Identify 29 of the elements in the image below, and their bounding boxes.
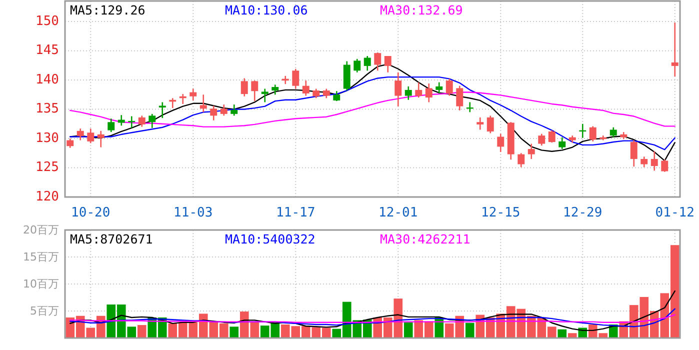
x-tick-label: 12-01 [378,206,418,220]
y-tick-label: 140 [36,72,59,88]
x-tick-label: 10-20 [71,206,110,220]
y-tick-label: 145 [36,43,59,58]
y-tick-label: 20百万 [23,224,59,236]
y-tick-label: 10百万 [23,278,59,290]
y-tick-label: 150 [36,14,59,29]
line-series [70,314,676,323]
line-series [70,290,676,332]
legend: MA5:129.26 MA10:130.06 MA30:132.69 [70,2,463,18]
bar [568,333,577,338]
bar [558,329,567,338]
y-tick-label: 130 [36,130,59,146]
x-tick-label: 12-29 [563,206,602,220]
bar [465,322,474,338]
bar [230,326,239,338]
x-tick-label: 12-15 [481,206,520,220]
x-tick-label: 11-03 [174,206,213,220]
y-tick-label: 120 [36,190,59,204]
line-series [70,76,676,150]
y-tick-label: 15百万 [23,250,59,264]
legend: MA5:8702671 MA10:5400322 MA30:4262211 [70,232,470,246]
y-tick-label: 135 [36,102,59,117]
bar [137,325,146,338]
x-tick-label: 11-17 [276,206,316,220]
x-tick-label: 01-12 [655,206,694,220]
y-tick-label: 125 [36,160,59,176]
bar [404,322,413,338]
y-tick-label: 5百万 [30,304,59,318]
